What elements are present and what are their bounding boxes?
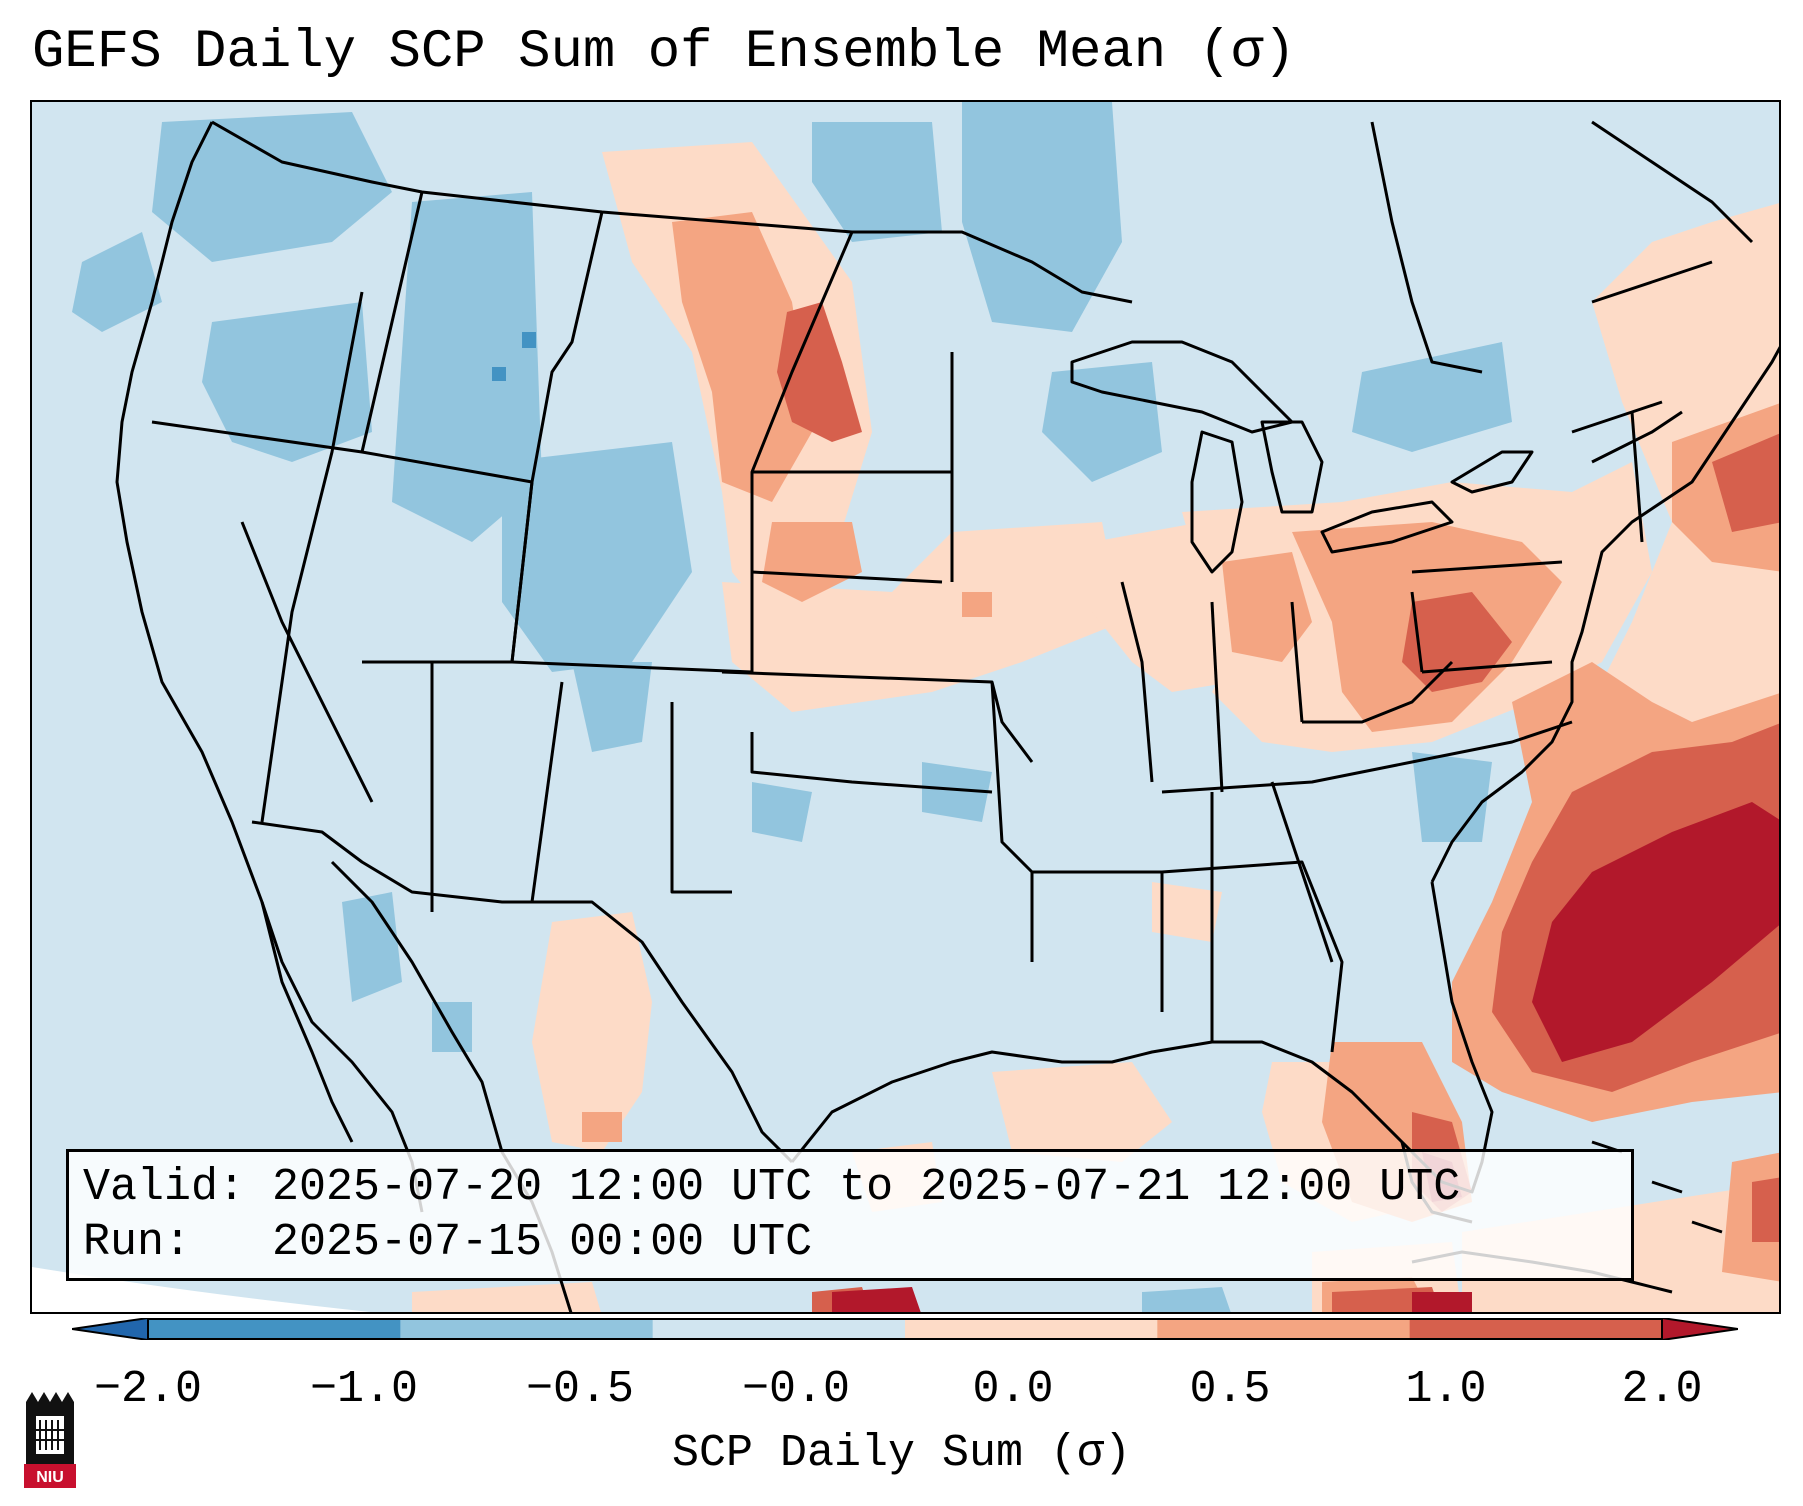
- colorbar-segment: [905, 1319, 1158, 1339]
- colorbar-arrow-outline: [72, 1318, 1738, 1340]
- colorbar-tick-label: −0.0: [741, 1364, 851, 1415]
- scp-map: [32, 102, 1779, 1312]
- field-neg-medium: [72, 102, 1512, 1312]
- colorbar-segment: [148, 1319, 401, 1339]
- field-neg-strong: [492, 332, 536, 381]
- colorbar-tick-label: −0.5: [525, 1364, 635, 1415]
- validity-info-box: Valid: 2025-07-20 12:00 UTC to 2025-07-2…: [66, 1149, 1634, 1281]
- colorbar-extend-high: [1662, 1318, 1738, 1340]
- colorbar-tick-label: 0.0: [972, 1364, 1054, 1415]
- projection-edge: [32, 1267, 371, 1312]
- colorbar-tick-label: 1.0: [1405, 1364, 1487, 1415]
- colorbar-segment: [652, 1319, 906, 1339]
- run-label: Run:: [83, 1217, 192, 1268]
- colorbar-tick-label: 0.5: [1189, 1364, 1271, 1415]
- geographic-outlines: [115, 120, 1779, 1312]
- run-time: 2025-07-15 00:00 UTC: [272, 1217, 813, 1268]
- colorbar-segment: [400, 1319, 654, 1339]
- niu-logo-icon: NIU: [24, 1392, 76, 1488]
- colorbar-segment: [1157, 1319, 1411, 1339]
- colorbar-segment: [1409, 1319, 1663, 1339]
- colorbar: [72, 1318, 1738, 1340]
- map-panel: [30, 100, 1781, 1314]
- colorbar-segments: [148, 1319, 1663, 1339]
- valid-range: 2025-07-20 12:00 UTC to 2025-07-21 12:00…: [272, 1162, 1461, 1213]
- colorbar-tick-label: −1.0: [309, 1364, 419, 1415]
- colorbar-extend-low: [72, 1318, 148, 1340]
- colorbar-label: SCP Daily Sum (σ): [671, 1428, 1132, 1479]
- map-title: GEFS Daily SCP Sum of Ensemble Mean (σ): [32, 22, 1296, 83]
- colorbar-outline: [147, 1318, 1663, 1340]
- valid-label: Valid:: [83, 1162, 246, 1213]
- colorbar-tick-label: −2.0: [93, 1364, 203, 1415]
- colorbar-tick-label: 2.0: [1621, 1364, 1703, 1415]
- logo-text: NIU: [36, 1469, 64, 1486]
